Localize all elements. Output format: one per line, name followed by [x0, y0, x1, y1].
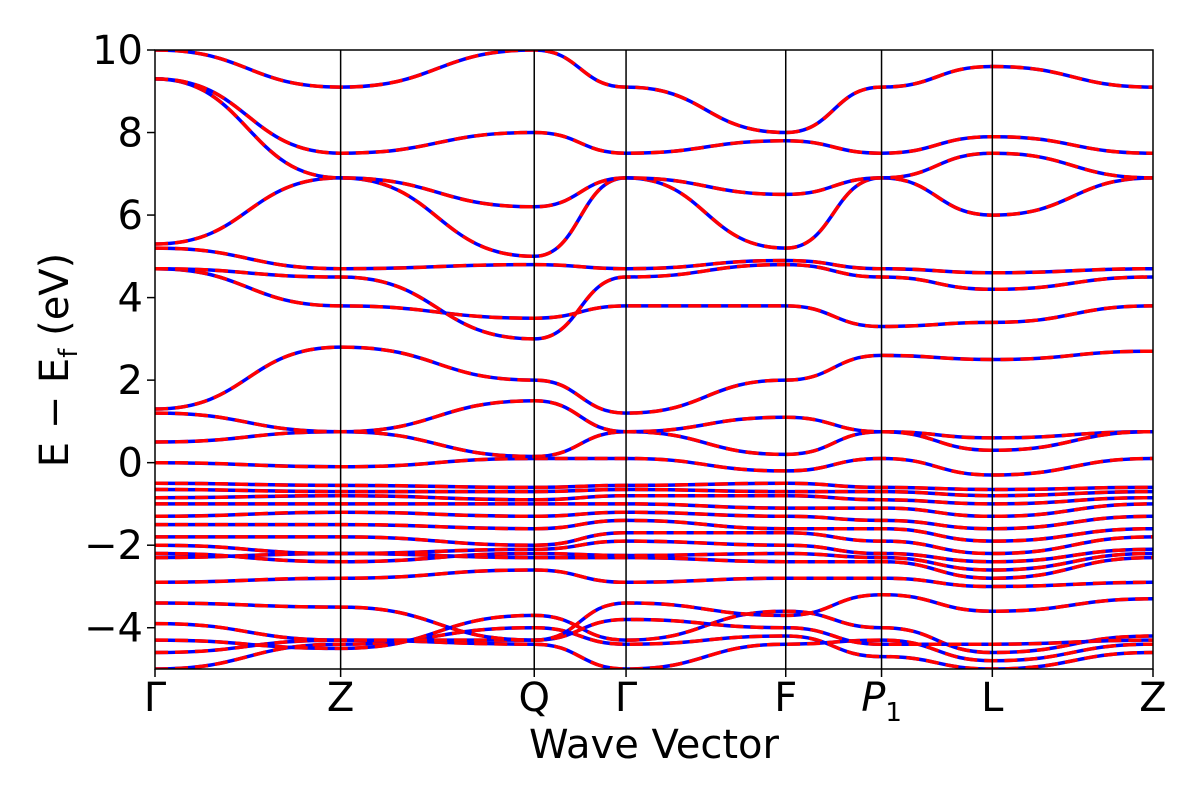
- x-tick-label: Γ: [615, 675, 638, 721]
- y-axis-title-unit: (eV): [32, 253, 78, 349]
- x-axis-title: Wave Vector: [529, 722, 780, 768]
- y-tick-label: 4: [118, 276, 143, 322]
- x-tick-label: P1: [861, 675, 902, 728]
- band-line-red-dashed: [155, 518, 1153, 543]
- y-ticks: 10 8 6 4 2 0 −2 −4: [84, 28, 155, 652]
- band-line-red-dashed: [155, 50, 1153, 135]
- y-tick-label: 0: [118, 441, 143, 487]
- x-ticks: Γ Z Q Γ F P1 L Z: [144, 669, 1167, 728]
- band-line-red-dashed: [155, 592, 1153, 642]
- y-axis-title: E − Ef (eV): [32, 253, 84, 468]
- y-tick-label: 6: [118, 193, 143, 239]
- y-tick-label: 8: [118, 111, 143, 157]
- band-line-red-dashed: [155, 609, 1153, 655]
- x-tick-label: Γ: [144, 675, 167, 721]
- high-symmetry-lines: [339, 50, 994, 669]
- y-tick-label: −4: [84, 606, 143, 652]
- y-tick-label: 10: [92, 28, 143, 74]
- y-axis-title-subscript: f: [54, 348, 84, 358]
- x-tick-label: Z: [327, 675, 354, 721]
- band-line-red-dashed: [155, 262, 1153, 341]
- y-tick-label: −2: [84, 523, 143, 569]
- band-line-red-dashed: [155, 531, 1153, 556]
- x-tick-label-main: P: [861, 675, 886, 721]
- plot-frame: [154, 49, 1154, 670]
- band-line-red-dashed: [155, 456, 1153, 477]
- band-line-red-dashed: [155, 539, 1153, 564]
- y-tick-label: 2: [118, 358, 143, 404]
- x-tick-label: F: [774, 675, 797, 721]
- x-tick-label: L: [981, 675, 1004, 721]
- band-line-red-dashed: [155, 77, 1153, 209]
- x-tick-label: Z: [1139, 675, 1166, 721]
- x-tick-label: Q: [518, 675, 549, 721]
- x-tick-label-subscript: 1: [885, 698, 902, 728]
- y-axis-title-main: E − E: [32, 358, 78, 468]
